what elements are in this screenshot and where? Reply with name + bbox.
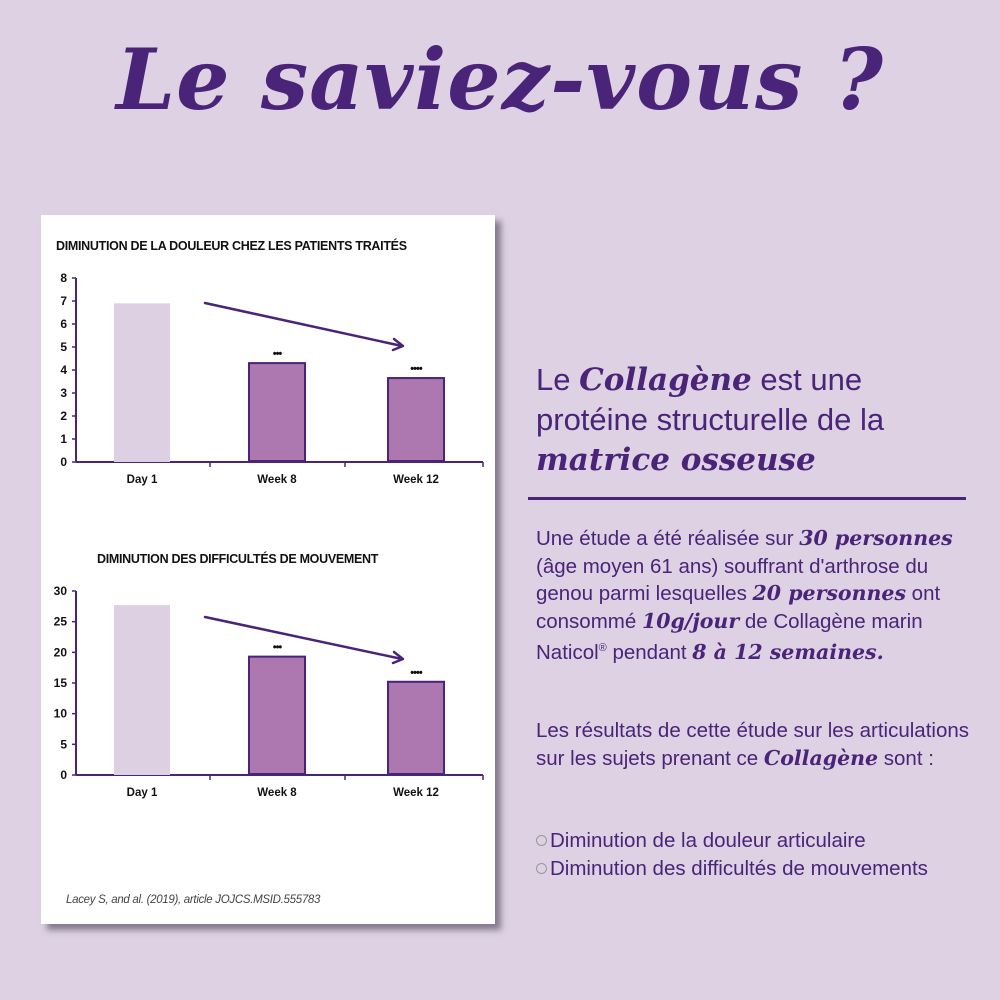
y-tick-label: 25 — [54, 615, 68, 629]
x-category-label: Week 12 — [393, 787, 439, 799]
y-tick-label: 6 — [60, 317, 67, 331]
trend-arrow-icon — [203, 301, 404, 348]
significance-marker: •••• — [410, 667, 423, 679]
emphasis-matrice: matrice osseuse — [536, 442, 816, 478]
list-item: Diminution de la douleur articulaire — [536, 827, 976, 855]
bar-treated — [387, 680, 445, 776]
results-list: Diminution de la douleur articulaire Dim… — [536, 827, 976, 882]
chart-card: DIMINUTION DE LA DOULEUR CHEZ LES PATIEN… — [41, 215, 495, 924]
results-intro: Les résultats de cette étude sur les art… — [536, 719, 970, 770]
page-title: Le saviez-vous ? — [116, 30, 884, 129]
divider — [528, 497, 966, 500]
x-category-label: Week 12 — [393, 474, 439, 486]
y-tick-label: 0 — [60, 455, 67, 469]
list-item: Diminution des difficultés de mouvements — [536, 855, 976, 883]
arrow-head-icon — [391, 650, 405, 665]
bar-treated — [387, 377, 445, 462]
y-tick-label: 3 — [60, 386, 67, 400]
y-tick-label: 8 — [60, 271, 67, 285]
headline: Le Collagène est une protéine structurel… — [536, 362, 885, 478]
bar-treated — [248, 362, 306, 463]
y-tick-label: 1 — [60, 432, 67, 446]
x-category-label: Week 8 — [257, 474, 297, 486]
y-tick-label: 5 — [60, 737, 67, 751]
arrow-head-icon — [391, 337, 405, 352]
y-tick-label: 0 — [60, 768, 67, 782]
y-tick-label: 2 — [60, 409, 67, 423]
chart-1-title: DIMINUTION DE LA DOULEUR CHEZ LES PATIEN… — [56, 239, 407, 253]
x-category-label: Day 1 — [127, 787, 158, 799]
y-tick-label: 5 — [60, 340, 67, 354]
significance-marker: ••• — [273, 348, 283, 360]
y-tick-label: 10 — [54, 707, 68, 721]
study-paragraph: Une étude a été réalisée sur 30 personne… — [536, 526, 953, 664]
bar-charts: 0 1 2 3 4 5 6 7 8 Day 1 ••• Week 8 •••• Week 12 0 5 10 15… — [54, 271, 484, 799]
circle-bullet-icon — [536, 835, 547, 846]
chart-2-title: DIMINUTION DES DIFFICULTÉS DE MOUVEMENT — [97, 552, 379, 566]
y-tick-label: 20 — [54, 645, 68, 659]
emphasis-collagene: Collagène — [579, 362, 752, 398]
bar-baseline — [114, 303, 170, 462]
y-tick-label: 4 — [60, 363, 67, 377]
bar-baseline — [114, 605, 170, 775]
y-tick-label: 15 — [54, 676, 68, 690]
significance-marker: ••• — [273, 642, 283, 654]
trend-arrow-icon — [203, 615, 404, 661]
x-category-label: Day 1 — [127, 474, 158, 486]
circle-bullet-icon — [536, 862, 547, 874]
x-category-label: Week 8 — [257, 787, 297, 799]
registered-mark: ® — [598, 642, 607, 654]
y-tick-label: 7 — [60, 294, 67, 308]
y-tick-label: 30 — [54, 584, 68, 598]
significance-marker: •••• — [410, 363, 423, 375]
bar-treated — [248, 655, 306, 776]
citation: Lacey S, and al. (2019), article JOJCS.M… — [66, 894, 321, 906]
